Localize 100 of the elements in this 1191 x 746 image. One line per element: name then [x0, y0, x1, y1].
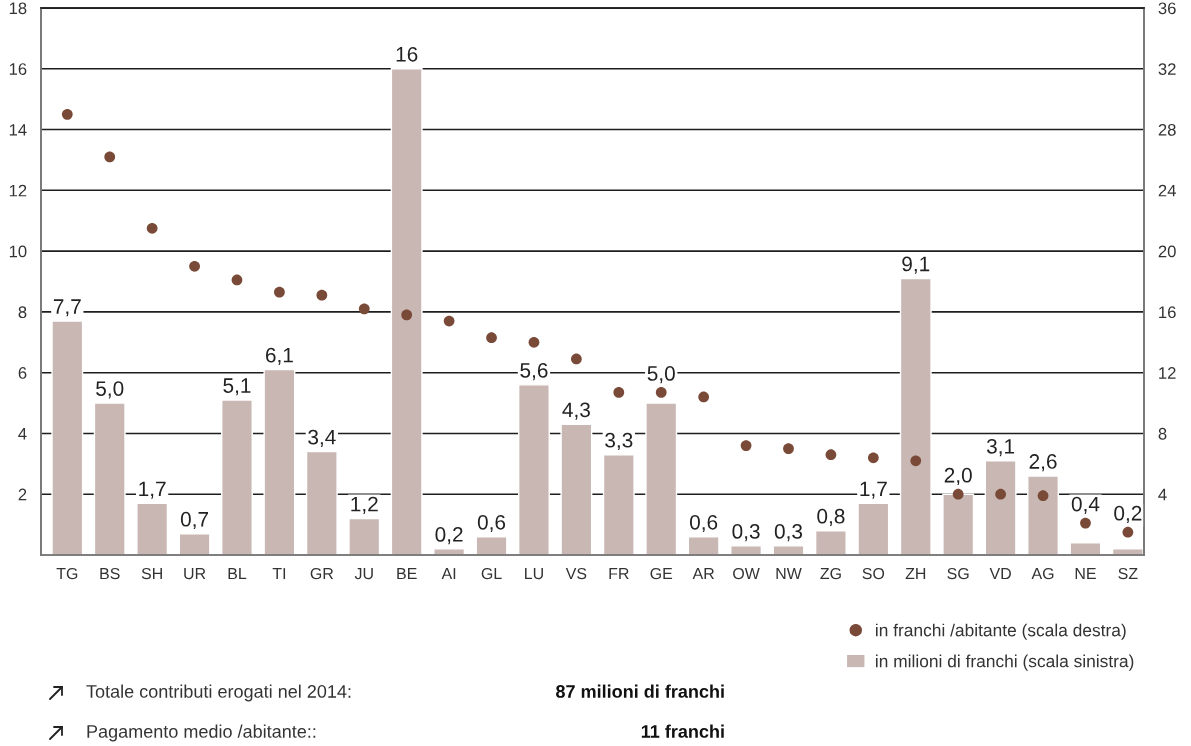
point [104, 151, 116, 163]
y-tick-label: 16 [9, 63, 27, 75]
bar [93, 402, 126, 555]
data-label: 6,1 [266, 347, 293, 365]
point [1037, 490, 1049, 502]
data-label: 3,4 [308, 429, 336, 448]
text: Pagamento medio /abitante:: [87, 724, 316, 742]
x-tick-label: BE [397, 568, 417, 580]
x-tick-label: SZ [1118, 567, 1138, 580]
x-tick-label: UR [184, 568, 206, 580]
y-tick-label: 18 [9, 2, 27, 15]
point [952, 488, 964, 500]
data-label: 5,0 [96, 381, 124, 399]
bar [475, 536, 508, 555]
x-tick-label: TI [272, 568, 286, 580]
data-label: 1,7 [139, 481, 166, 499]
data-label: 1,7 [860, 481, 887, 499]
point [1122, 526, 1134, 538]
y2-tick-label: 12 [1159, 367, 1176, 379]
bar [687, 536, 720, 555]
bar [984, 460, 1017, 555]
y-tick-label: 14 [9, 124, 27, 136]
data-label: 0,6 [477, 514, 506, 533]
y2-tick-label: 4 [1158, 488, 1167, 501]
bar [1027, 475, 1060, 555]
x-tick-label: SG [947, 567, 969, 580]
y-tick-label: 4 [18, 428, 27, 440]
x-tick-label: GE [650, 567, 673, 580]
x-tick-label: VS [565, 567, 587, 580]
data-label: 2,0 [944, 467, 972, 486]
y-tick-label: 6 [18, 367, 27, 379]
x-tick-label: GR [310, 567, 334, 580]
data-label: 0,4 [1071, 496, 1100, 514]
bar [1069, 542, 1102, 555]
x-tick-label: AG [1031, 567, 1054, 580]
bar [178, 533, 211, 555]
x-tick-label: NE [1075, 568, 1096, 580]
y2-tick-label: 32 [1158, 63, 1176, 75]
x-tick-label: BL [228, 568, 247, 580]
data-label: 0,2 [435, 527, 463, 545]
point [61, 108, 73, 120]
point [486, 332, 497, 344]
y2-tick-label: 16 [1159, 306, 1176, 319]
x-tick-label: AI [441, 568, 456, 580]
x-tick-label: NW [776, 568, 802, 580]
x-tick-label: BS [100, 567, 120, 580]
point [443, 315, 455, 327]
data-label: 0,2 [1114, 505, 1142, 524]
x-tick-label: JU [354, 568, 373, 580]
point [910, 455, 922, 467]
point [316, 289, 328, 301]
x-tick-label: GL [481, 567, 502, 580]
y2-tick-label: 20 [1158, 245, 1176, 258]
data-label: 2,6 [1029, 454, 1057, 472]
point [740, 440, 752, 451]
legend-label: in milioni di franchi (scala sinistra) [876, 654, 1134, 671]
data-label: 5,1 [223, 378, 251, 396]
x-tick-label: TG [56, 567, 78, 580]
x-tick-label: SO [862, 567, 885, 580]
data-label: 4,3 [562, 402, 590, 420]
y2-tick-label: 24 [1158, 184, 1176, 197]
bar [645, 402, 678, 555]
point [571, 353, 582, 365]
y2-tick-label: 28 [1158, 123, 1176, 136]
text: 87 milioni di franchi [556, 684, 724, 698]
data-label: 0,3 [732, 524, 760, 542]
y-tick-label: 10 [9, 245, 27, 258]
data-label: 1,2 [351, 496, 378, 514]
x-tick-label: OW [733, 567, 760, 580]
point [655, 387, 667, 398]
data-label: 7,7 [53, 299, 81, 317]
y-tick-label: 8 [18, 306, 27, 319]
data-label: 3,3 [605, 432, 633, 451]
data-label: 5,6 [520, 362, 548, 381]
point [1080, 517, 1091, 529]
bar [730, 545, 763, 555]
bar [942, 493, 975, 555]
data-label: 16 [396, 46, 418, 62]
x-tick-label: LU [525, 568, 543, 580]
data-label: 3,1 [986, 438, 1015, 457]
point [146, 222, 158, 234]
point [274, 286, 285, 298]
point [528, 336, 540, 348]
point [825, 449, 837, 461]
data-label: 0,8 [817, 508, 845, 527]
x-tick-label: AR [692, 568, 714, 580]
x-tick-label: ZG [820, 567, 841, 580]
bar [560, 423, 593, 555]
data-label: 0,3 [774, 524, 803, 542]
bar [814, 529, 847, 555]
point [189, 260, 200, 272]
data-label: 0,7 [180, 511, 209, 530]
x-tick-label: FR [609, 568, 629, 580]
x-tick-label: VD [989, 568, 1011, 580]
point [613, 387, 625, 398]
point [698, 391, 710, 403]
y-tick-label: 12 [9, 184, 27, 197]
x-tick-label: SH [141, 567, 162, 580]
point [867, 452, 879, 464]
data-label: 0,6 [689, 514, 718, 533]
